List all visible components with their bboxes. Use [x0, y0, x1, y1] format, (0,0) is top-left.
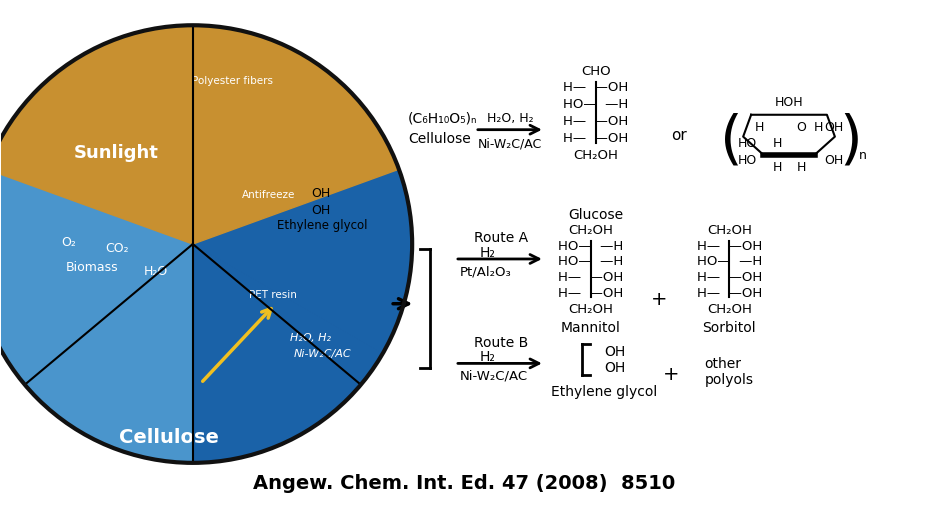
Text: other: other — [704, 357, 741, 371]
Text: O₂: O₂ — [62, 235, 77, 248]
Text: Cellulose: Cellulose — [408, 131, 470, 146]
Text: Sorbitol: Sorbitol — [702, 320, 756, 334]
Text: CH₂OH: CH₂OH — [706, 223, 751, 236]
Text: Mannitol: Mannitol — [560, 320, 620, 334]
Text: OH: OH — [823, 154, 843, 166]
Text: +: + — [651, 290, 667, 308]
Text: H—  —OH: H— —OH — [696, 239, 761, 252]
Text: H: H — [795, 161, 805, 174]
Text: Pt/Al₂O₃: Pt/Al₂O₃ — [460, 265, 511, 278]
Text: Route A: Route A — [474, 231, 527, 245]
Text: HO—  —H: HO— —H — [563, 98, 628, 111]
Text: H: H — [771, 137, 781, 150]
Text: Angew. Chem. Int. Ed. 47 (2008)  8510: Angew. Chem. Int. Ed. 47 (2008) 8510 — [252, 473, 675, 492]
Text: n: n — [857, 149, 866, 162]
Text: Ni-W₂C/AC: Ni-W₂C/AC — [460, 369, 527, 382]
Text: H₂O, H₂: H₂O, H₂ — [486, 112, 533, 125]
Text: Glucose: Glucose — [567, 208, 623, 222]
Text: H—  —OH: H— —OH — [563, 115, 628, 128]
Text: OH: OH — [823, 121, 843, 134]
Text: OH: OH — [603, 345, 625, 359]
Wedge shape — [0, 26, 399, 244]
Text: HO—  —H: HO— —H — [557, 239, 623, 252]
Text: OH: OH — [311, 204, 330, 216]
Text: Polyester fibers: Polyester fibers — [192, 76, 273, 86]
Text: H—  —OH: H— —OH — [557, 287, 623, 300]
Text: (: ( — [719, 112, 742, 169]
Text: CO₂: CO₂ — [105, 241, 129, 254]
Text: H₂: H₂ — [479, 350, 495, 364]
Text: H: H — [813, 121, 823, 134]
Text: H₂: H₂ — [479, 245, 495, 260]
Text: H—  —OH: H— —OH — [696, 271, 761, 284]
Text: polyols: polyols — [704, 373, 753, 386]
Text: Ni-W₂C/AC: Ni-W₂C/AC — [477, 137, 541, 150]
Text: CH₂OH: CH₂OH — [573, 149, 617, 162]
Text: Route B: Route B — [474, 335, 527, 349]
Text: CH₂OH: CH₂OH — [567, 223, 613, 236]
Text: (C₆H₁₀O₅)ₙ: (C₆H₁₀O₅)ₙ — [408, 111, 477, 126]
Text: H₂O, H₂: H₂O, H₂ — [289, 332, 331, 342]
Text: or: or — [671, 128, 687, 143]
Text: HO: HO — [737, 137, 756, 150]
Text: O: O — [795, 121, 805, 134]
Text: HO: HO — [737, 154, 756, 166]
Text: H: H — [771, 161, 781, 174]
Text: H: H — [754, 121, 763, 134]
Text: +: + — [663, 364, 679, 383]
Text: HO—  —H: HO— —H — [557, 255, 623, 268]
Circle shape — [0, 26, 412, 463]
Text: HOH: HOH — [774, 96, 803, 109]
Text: H—  —OH: H— —OH — [557, 271, 623, 284]
Text: H—  —OH: H— —OH — [563, 81, 628, 94]
Text: Ethylene glycol: Ethylene glycol — [551, 384, 657, 399]
Text: PET resin: PET resin — [248, 289, 297, 299]
Text: Ni-W₂C/AC: Ni-W₂C/AC — [293, 349, 350, 359]
Wedge shape — [193, 26, 412, 354]
Text: H—  —OH: H— —OH — [696, 287, 761, 300]
Text: Biomass: Biomass — [66, 261, 119, 274]
Text: CHO: CHO — [580, 64, 610, 77]
Text: H—  —OH: H— —OH — [563, 132, 628, 145]
Text: OH: OH — [311, 186, 330, 200]
Text: Ethylene glycol: Ethylene glycol — [277, 218, 367, 231]
Wedge shape — [193, 244, 382, 463]
Wedge shape — [0, 26, 193, 463]
Text: OH: OH — [603, 361, 625, 375]
Text: H₂O: H₂O — [144, 265, 168, 278]
Text: CH₂OH: CH₂OH — [706, 303, 751, 316]
Text: ): ) — [839, 112, 861, 169]
Text: CH₂OH: CH₂OH — [567, 303, 613, 316]
Text: HO—  —H: HO— —H — [696, 255, 761, 268]
Text: Cellulose: Cellulose — [119, 427, 219, 445]
Text: Antifreeze: Antifreeze — [242, 190, 295, 200]
Text: Sunlight: Sunlight — [73, 143, 159, 161]
